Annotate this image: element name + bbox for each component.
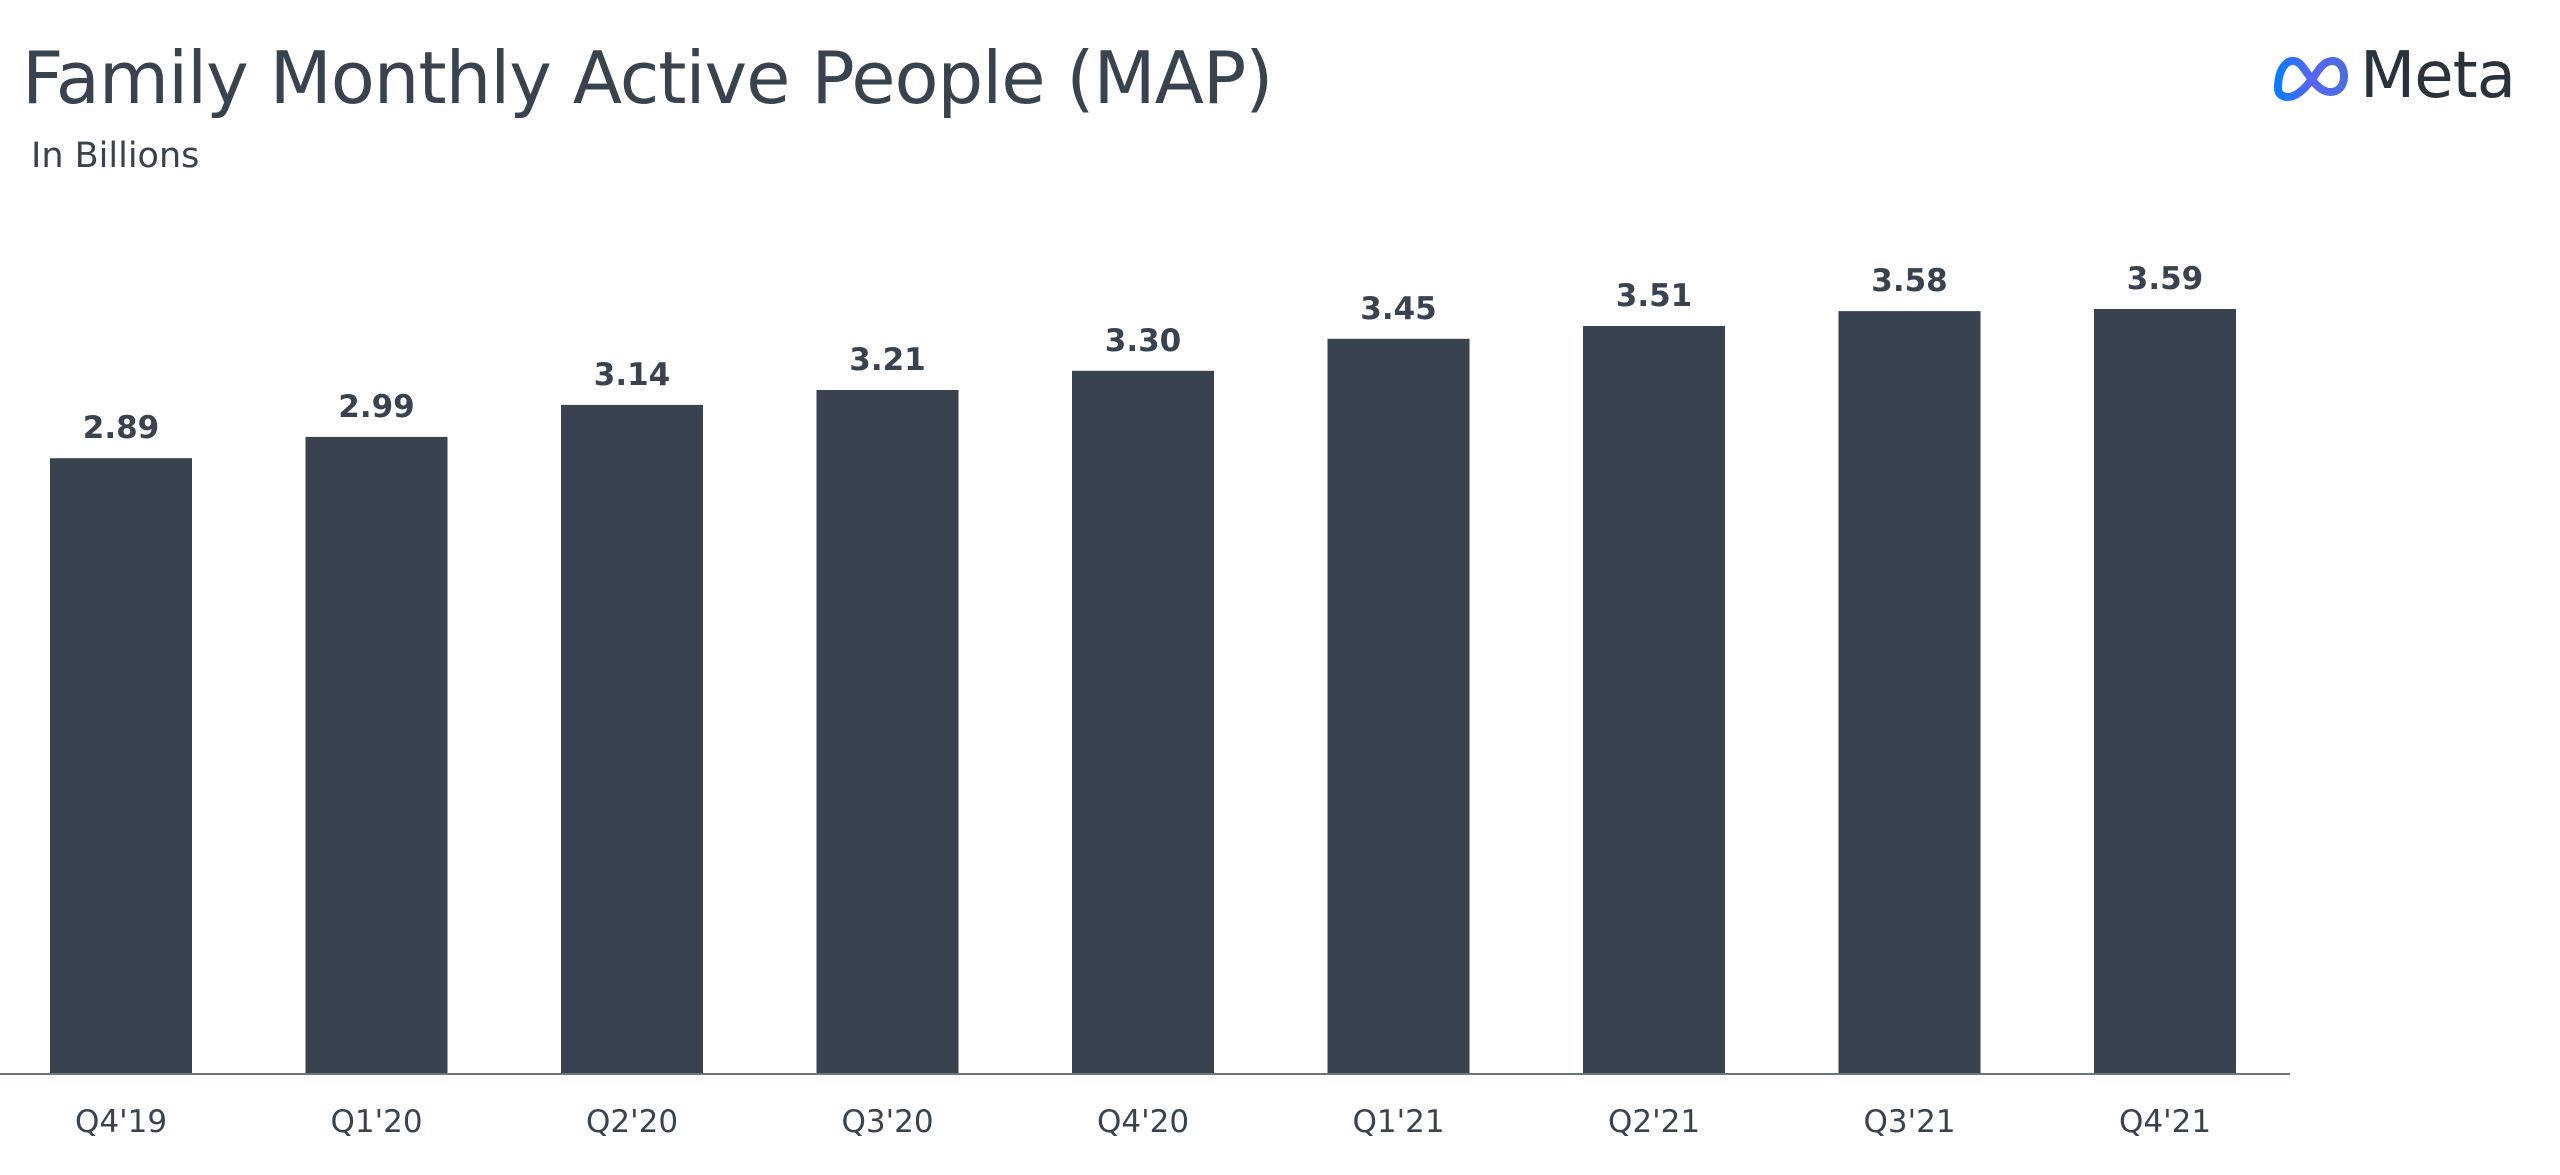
data-label-Q3'21: 3.58 <box>1871 263 1948 299</box>
data-label-Q4'20: 3.30 <box>1105 323 1182 359</box>
data-label-Q4'21: 3.59 <box>2127 261 2204 297</box>
data-label-Q4'19: 2.89 <box>83 410 160 446</box>
meta-infinity-logo-icon <box>2274 57 2348 101</box>
x-tick-label-Q1'20: Q1'20 <box>330 1104 422 1140</box>
bar-Q3'20 <box>816 390 959 1074</box>
data-label-Q1'20: 2.99 <box>338 389 415 425</box>
bar-Q1'21 <box>1327 338 1470 1074</box>
x-tick-label-Q2'21: Q2'21 <box>1608 1104 1700 1140</box>
x-tick-label-Q2'20: Q2'20 <box>586 1104 678 1140</box>
bar-Q2'21 <box>1583 326 1725 1074</box>
meta-logo: Meta <box>2272 38 2516 114</box>
bar-Q2'20 <box>561 404 703 1074</box>
x-tick-label-Q3'21: Q3'21 <box>1863 1104 1955 1140</box>
data-label-Q3'20: 3.21 <box>849 342 926 378</box>
data-label-Q1'21: 3.45 <box>1360 291 1437 327</box>
chart-title: Family Monthly Active People (MAP) <box>22 36 1273 120</box>
data-label-Q2'21: 3.51 <box>1616 278 1693 314</box>
x-tick-label-Q1'21: Q1'21 <box>1352 1104 1444 1140</box>
labels: 2.89 Q4'19 2.99 Q1'20 3.14 Q2'20 3.21 Q3'20 3.30… <box>75 261 2211 1140</box>
data-label-Q2'20: 3.14 <box>594 357 671 393</box>
bar-Q4'21 <box>2094 309 2236 1074</box>
bar-Q4'20 <box>1072 370 1214 1074</box>
bars <box>50 309 2236 1075</box>
x-tick-label-Q4'20: Q4'20 <box>1097 1104 1189 1140</box>
chart-subtitle: In Billions <box>31 136 200 176</box>
x-tick-label-Q4'19: Q4'19 <box>75 1104 167 1140</box>
bar-Q3'21 <box>1838 311 1981 1075</box>
x-tick-label-Q4'21: Q4'21 <box>2119 1104 2211 1140</box>
meta-logo-text: Meta <box>2360 39 2516 113</box>
x-tick-label-Q3'20: Q3'20 <box>841 1104 933 1140</box>
bar-Q4'19 <box>50 458 192 1074</box>
bar-Q1'20 <box>305 436 448 1074</box>
